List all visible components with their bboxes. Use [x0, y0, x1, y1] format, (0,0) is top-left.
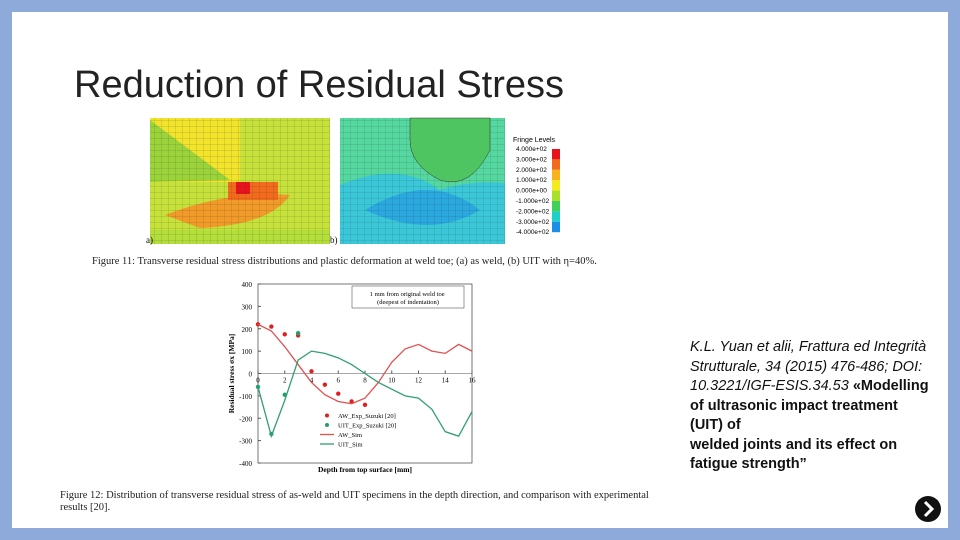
slide-title: Reduction of Residual Stress [74, 64, 565, 106]
citation-source: K.L. Yuan et alii, Frattura ed Integrità… [690, 339, 927, 394]
figure-caption: Figure 12: Distribution of transverse re… [60, 490, 649, 513]
figure-caption: Figure 11: Transverse residual stress di… [92, 256, 597, 267]
citation: K.L. Yuan et alii, Frattura ed Integrità… [690, 338, 930, 475]
citation-line: «Modelling of ultrasonic impact treatmen… [690, 378, 929, 433]
next-icon [923, 500, 935, 518]
slide: Reduction of Residual Stress Figure 11: … [12, 12, 948, 528]
citation-title: «Modelling of ultrasonic impact treatmen… [690, 378, 929, 472]
citation-line: welded joints and its effect on fatigue … [690, 436, 898, 473]
next-button[interactable] [915, 496, 941, 522]
